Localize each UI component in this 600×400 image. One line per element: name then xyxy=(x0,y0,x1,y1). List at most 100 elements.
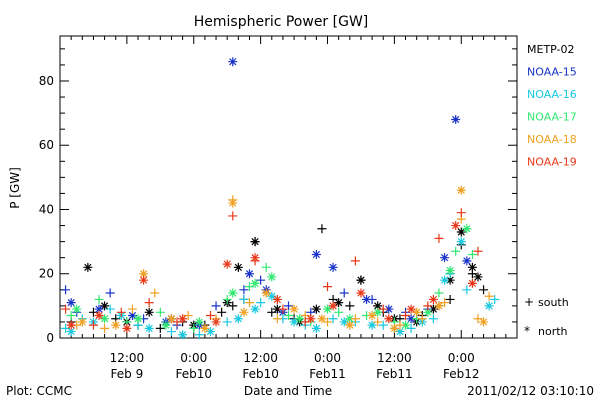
south-point xyxy=(244,298,254,308)
north-point xyxy=(317,314,327,324)
north-point xyxy=(440,275,450,285)
north-point xyxy=(244,269,254,279)
legend-entry: NOAA-18 xyxy=(527,133,577,146)
south-point xyxy=(473,246,483,256)
north-point xyxy=(467,278,477,288)
north-point xyxy=(462,224,472,234)
north-point xyxy=(484,301,494,311)
south-point xyxy=(479,285,489,295)
north-point xyxy=(406,304,416,314)
south-point xyxy=(278,304,288,314)
series-noaa-17 xyxy=(66,224,477,333)
south-point xyxy=(272,314,282,324)
north-point xyxy=(412,307,422,317)
south-point xyxy=(61,304,71,314)
south-point xyxy=(434,288,444,298)
north-point xyxy=(462,256,472,266)
north-point xyxy=(473,272,483,282)
south-point xyxy=(484,291,494,301)
x-axis: 12:00 Feb 9 0:00 Feb10 12:00 Feb10 0:00 Feb11 12… xyxy=(70,36,518,381)
south-point xyxy=(350,256,360,266)
north-point xyxy=(345,320,355,330)
south-point xyxy=(323,282,333,292)
south-point xyxy=(284,311,293,321)
north-point xyxy=(367,311,377,321)
north-point xyxy=(289,317,299,327)
timestamp: 2011/02/12 03:10:10 xyxy=(467,384,594,398)
north-point xyxy=(428,294,438,304)
north-point xyxy=(100,301,110,311)
y-axis-label: P [GW] xyxy=(8,167,22,209)
x-tick-label: 12:00 xyxy=(377,351,412,365)
south-point xyxy=(211,301,221,311)
south-point xyxy=(144,298,154,308)
north-point xyxy=(306,314,316,324)
x-tick-date-label: Feb 9 xyxy=(111,367,144,381)
south-point xyxy=(66,311,76,321)
north-point xyxy=(228,198,238,208)
north-point xyxy=(139,269,149,279)
south-point xyxy=(462,285,472,295)
x-tick-date-label: Feb11 xyxy=(376,367,413,381)
north-point xyxy=(339,317,349,327)
x-tick-date-label: Feb10 xyxy=(242,367,279,381)
south-point xyxy=(94,294,104,304)
north-point xyxy=(456,227,466,237)
north-point xyxy=(345,314,355,324)
south-point xyxy=(228,211,238,221)
south-point xyxy=(189,323,199,333)
north-point xyxy=(334,298,344,308)
marker-legend-label: north xyxy=(538,325,568,338)
south-point xyxy=(434,233,444,243)
north-point xyxy=(66,327,76,337)
south-point xyxy=(222,294,232,304)
south-point xyxy=(328,314,338,324)
y-tick-label: 40 xyxy=(39,202,54,216)
north-point xyxy=(144,307,154,317)
series-noaa-18 xyxy=(72,185,494,333)
south-point xyxy=(116,307,126,317)
north-point xyxy=(373,307,383,317)
south-point xyxy=(105,288,115,298)
series-noaa-19 xyxy=(61,208,483,333)
north-point xyxy=(367,320,377,330)
north-point xyxy=(267,291,277,301)
north-point xyxy=(289,304,299,314)
legend-entry: METP-02 xyxy=(527,43,575,56)
north-point xyxy=(456,237,466,247)
south-point xyxy=(401,311,411,321)
y-tick-label: 20 xyxy=(39,267,54,281)
north-point xyxy=(311,304,321,314)
y-tick-label: 80 xyxy=(39,74,54,88)
x-tick-label: 12:00 xyxy=(110,351,145,365)
north-point xyxy=(356,288,366,298)
north-point xyxy=(228,57,238,67)
plot-source: Plot: CCMC xyxy=(6,384,72,398)
north-point xyxy=(395,327,405,337)
south-point xyxy=(345,301,355,311)
north-point xyxy=(356,275,366,285)
x-tick-label: 0:00 xyxy=(448,351,475,365)
north-point xyxy=(166,314,176,324)
south-point xyxy=(127,304,137,314)
north-point xyxy=(111,320,121,330)
north-point xyxy=(434,301,444,311)
south-point xyxy=(350,314,360,324)
south-point xyxy=(423,301,433,311)
north-point xyxy=(239,307,249,317)
north-point xyxy=(272,304,282,314)
north-point xyxy=(328,301,338,311)
north-point xyxy=(139,275,149,285)
north-point xyxy=(445,266,455,276)
north-point xyxy=(328,262,338,272)
north-point xyxy=(228,288,238,298)
north-point xyxy=(222,259,232,269)
north-point xyxy=(127,311,137,321)
south-point xyxy=(166,327,176,337)
south-point xyxy=(150,288,160,298)
south-point xyxy=(317,224,327,234)
south-point xyxy=(373,317,383,327)
south-point xyxy=(378,304,388,314)
north-point xyxy=(178,330,188,340)
